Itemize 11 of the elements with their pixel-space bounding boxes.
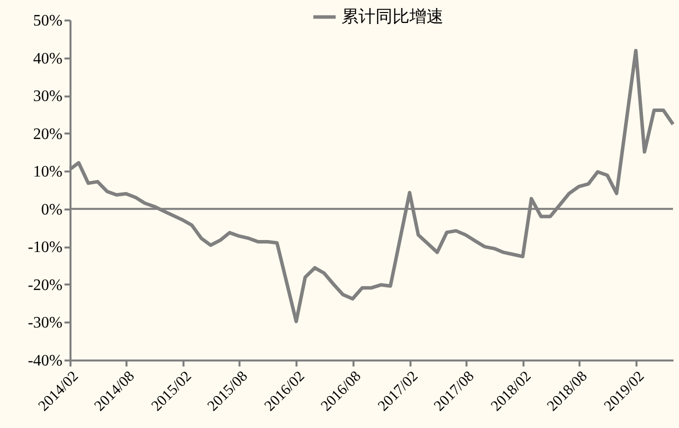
- legend-label: 累计同比增速: [342, 7, 444, 26]
- y-tick-label: 30%: [33, 88, 62, 106]
- y-tick-label: -10%: [28, 239, 62, 256]
- y-tick-label: -40%: [28, 352, 62, 370]
- y-tick-label: 10%: [33, 164, 62, 181]
- y-tick-label: 0%: [41, 201, 62, 218]
- y-tick-label: 20%: [33, 126, 62, 143]
- y-tick-label: 40%: [33, 50, 62, 68]
- y-tick-label: 50%: [33, 12, 62, 30]
- y-tick-label: -30%: [28, 314, 62, 332]
- y-tick-label: -20%: [28, 276, 62, 294]
